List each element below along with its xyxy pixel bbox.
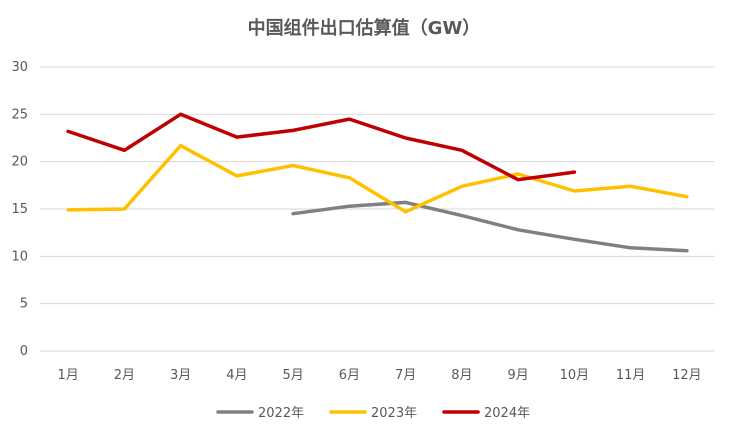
y-tick-label: 0 [20, 344, 28, 359]
x-tick-label: 11月 [616, 368, 646, 383]
legend-label: 2024年 [484, 406, 530, 421]
x-tick-label: 7月 [395, 368, 416, 383]
chart-title: 中国组件出口估算值（GW） [248, 17, 481, 39]
y-tick-label: 20 [11, 155, 28, 170]
series-line-2022年 [291, 200, 689, 253]
x-tick-label: 6月 [339, 368, 360, 383]
x-tick-label: 2月 [114, 368, 135, 383]
legend-label: 2022年 [258, 406, 304, 421]
legend-label: 2023年 [371, 406, 417, 421]
x-tick-label: 4月 [226, 368, 247, 383]
x-tick-label: 3月 [170, 368, 191, 383]
legend: 2022年 2023年 2024年 [216, 406, 530, 421]
y-tick-label: 5 [20, 297, 28, 312]
x-tick-label: 8月 [451, 368, 472, 383]
y-tick-label: 10 [11, 249, 28, 264]
x-tick-label: 10月 [560, 368, 590, 383]
series-line-2024年 [66, 112, 577, 182]
gridlines [40, 66, 715, 352]
y-tick-label: 25 [11, 107, 28, 122]
x-axis-ticks: 1月 2月 3月 4月 5月 6月 7月 8月 9月 10月 11月 12月 [57, 368, 701, 383]
series-line-2023年 [66, 143, 689, 214]
y-tick-label: 30 [11, 60, 28, 75]
x-tick-label: 9月 [507, 368, 528, 383]
series-lines [66, 112, 689, 253]
x-tick-label: 1月 [57, 368, 78, 383]
x-tick-label: 12月 [672, 368, 702, 383]
y-tick-label: 15 [11, 202, 28, 217]
legend-item: 2024年 [442, 406, 530, 421]
legend-item: 2023年 [329, 406, 417, 421]
x-tick-label: 5月 [282, 368, 303, 383]
y-axis-ticks: 0 5 10 15 20 25 30 [11, 60, 28, 359]
legend-item: 2022年 [216, 406, 304, 421]
